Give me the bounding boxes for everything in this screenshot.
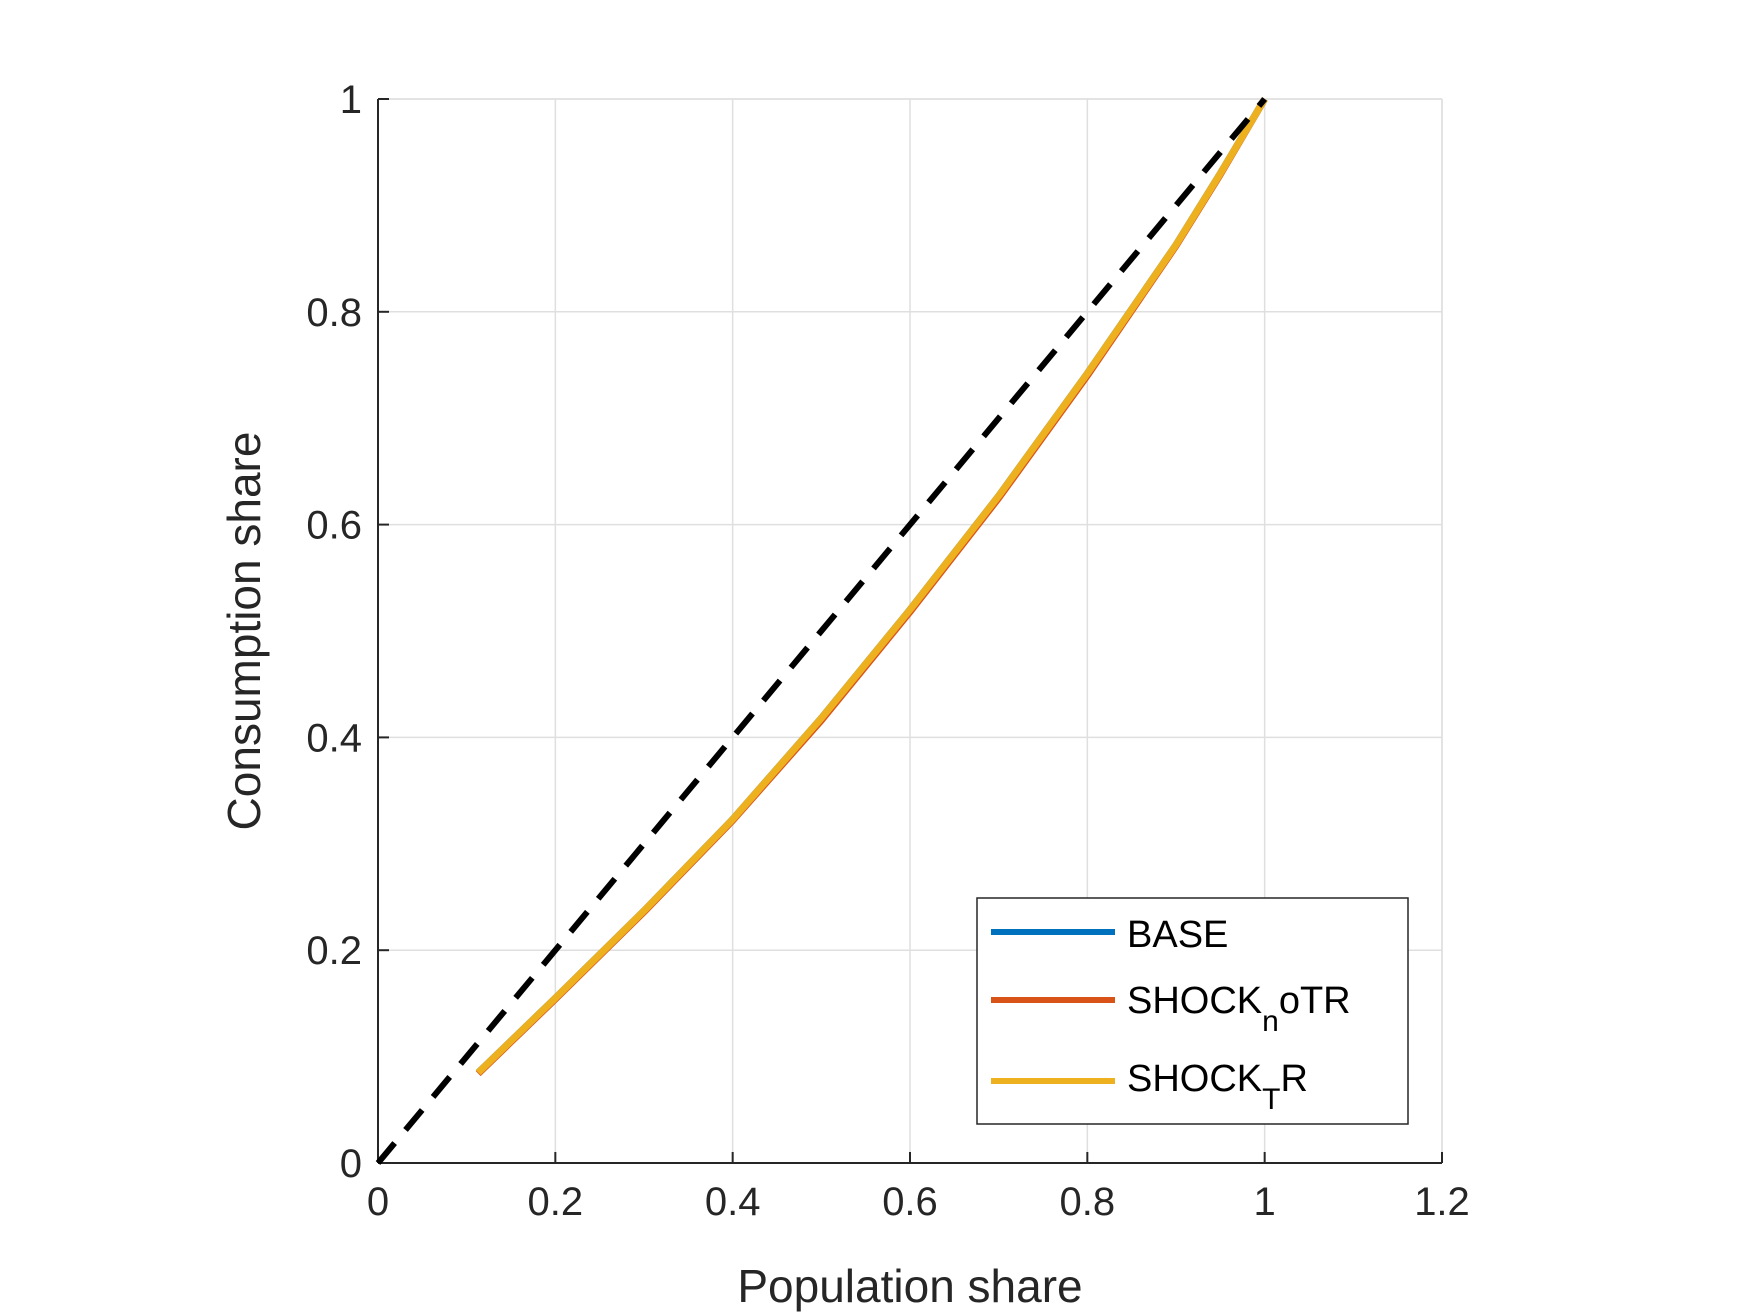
legend-label-shock-notr: SHOCKnoTR (1127, 980, 1351, 1038)
x-tick-label: 0.8 (1060, 1180, 1116, 1224)
series-line-shock-tr (475, 97, 1268, 1076)
x-axis-label: Population share (737, 1260, 1082, 1312)
legend-box (976, 897, 1409, 1125)
y-axis-label: Consumption share (218, 432, 270, 831)
x-tick-label: 0.6 (882, 1180, 938, 1224)
x-tick-label: 0.4 (705, 1180, 761, 1224)
y-tick-label: 0.8 (306, 291, 362, 335)
legend: BASE SHOCKnoTR SHOCKTR (976, 897, 1409, 1125)
y-tick-label: 0.4 (306, 716, 362, 760)
y-tick-label: 0.6 (306, 504, 362, 548)
legend-label-shock-tr: SHOCKTR (1127, 1058, 1308, 1116)
y-ticks: 0 0.2 0.4 0.6 0.8 1 (306, 78, 389, 1186)
x-tick-label: 1 (1254, 1180, 1276, 1224)
legend-label-base: BASE (1127, 914, 1228, 956)
series-line-equality (375, 97, 1268, 1165)
y-tick-label: 0.2 (306, 929, 362, 973)
y-tick-label: 0 (340, 1142, 362, 1186)
x-tick-label: 1.2 (1414, 1180, 1470, 1224)
y-tick-label: 1 (340, 78, 362, 122)
x-ticks: 0 0.2 0.4 0.6 0.8 1 1.2 (367, 1152, 1470, 1224)
x-tick-label: 0.2 (528, 1180, 584, 1224)
series-lines (375, 97, 1268, 1165)
x-tick-label: 0 (367, 1180, 389, 1224)
